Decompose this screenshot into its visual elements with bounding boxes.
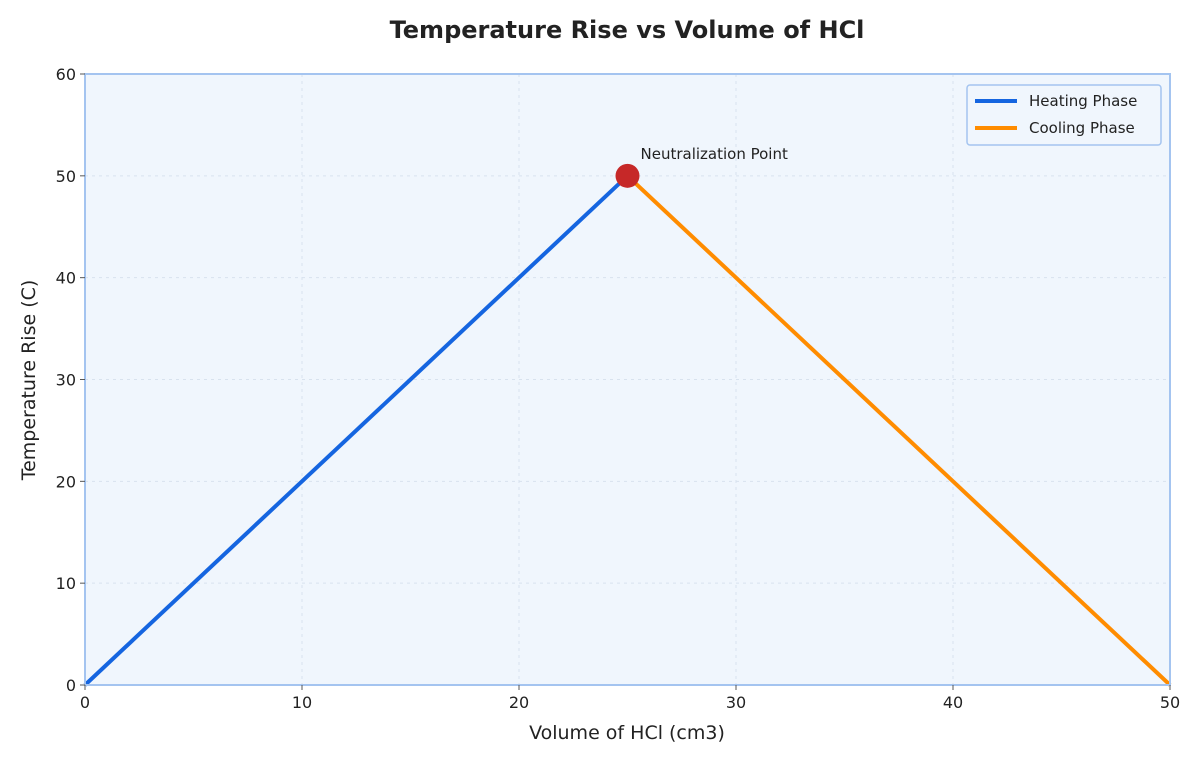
x-tick-label: 20 <box>509 693 529 712</box>
x-axis-ticks: 0 10 20 30 40 50 <box>80 685 1180 712</box>
x-tick-label: 30 <box>726 693 746 712</box>
legend-label: Cooling Phase <box>1029 119 1135 137</box>
y-tick-label: 50 <box>56 167 76 186</box>
y-tick-label: 0 <box>66 676 76 695</box>
y-axis-label: Temperature Rise (C) <box>18 280 40 482</box>
legend-label: Heating Phase <box>1029 92 1137 110</box>
x-tick-label: 50 <box>1160 693 1180 712</box>
y-tick-label: 30 <box>56 371 76 390</box>
markers <box>615 163 640 188</box>
y-tick-label: 60 <box>56 65 76 84</box>
y-tick-label: 20 <box>56 472 76 491</box>
annotation-label: Neutralization Point <box>641 145 788 163</box>
y-tick-label: 40 <box>56 269 76 288</box>
legend: Heating Phase Cooling Phase <box>966 84 1162 146</box>
x-tick-label: 40 <box>943 693 963 712</box>
grid-lines <box>85 74 1170 685</box>
y-axis-ticks: 0 10 20 30 40 50 60 <box>56 65 85 695</box>
x-tick-label: 0 <box>80 693 90 712</box>
y-tick-label: 10 <box>56 574 76 593</box>
series-line-heating-phase <box>83 174 629 687</box>
annotations: Neutralization Point <box>641 145 788 163</box>
x-tick-label: 10 <box>292 693 312 712</box>
series-line-cooling-phase <box>626 174 1172 687</box>
series-lines <box>83 174 1172 687</box>
neutralization-point-marker <box>615 163 640 188</box>
chart-title: Temperature Rise vs Volume of HCl <box>390 16 865 44</box>
x-axis-label: Volume of HCl (cm3) <box>529 722 725 744</box>
